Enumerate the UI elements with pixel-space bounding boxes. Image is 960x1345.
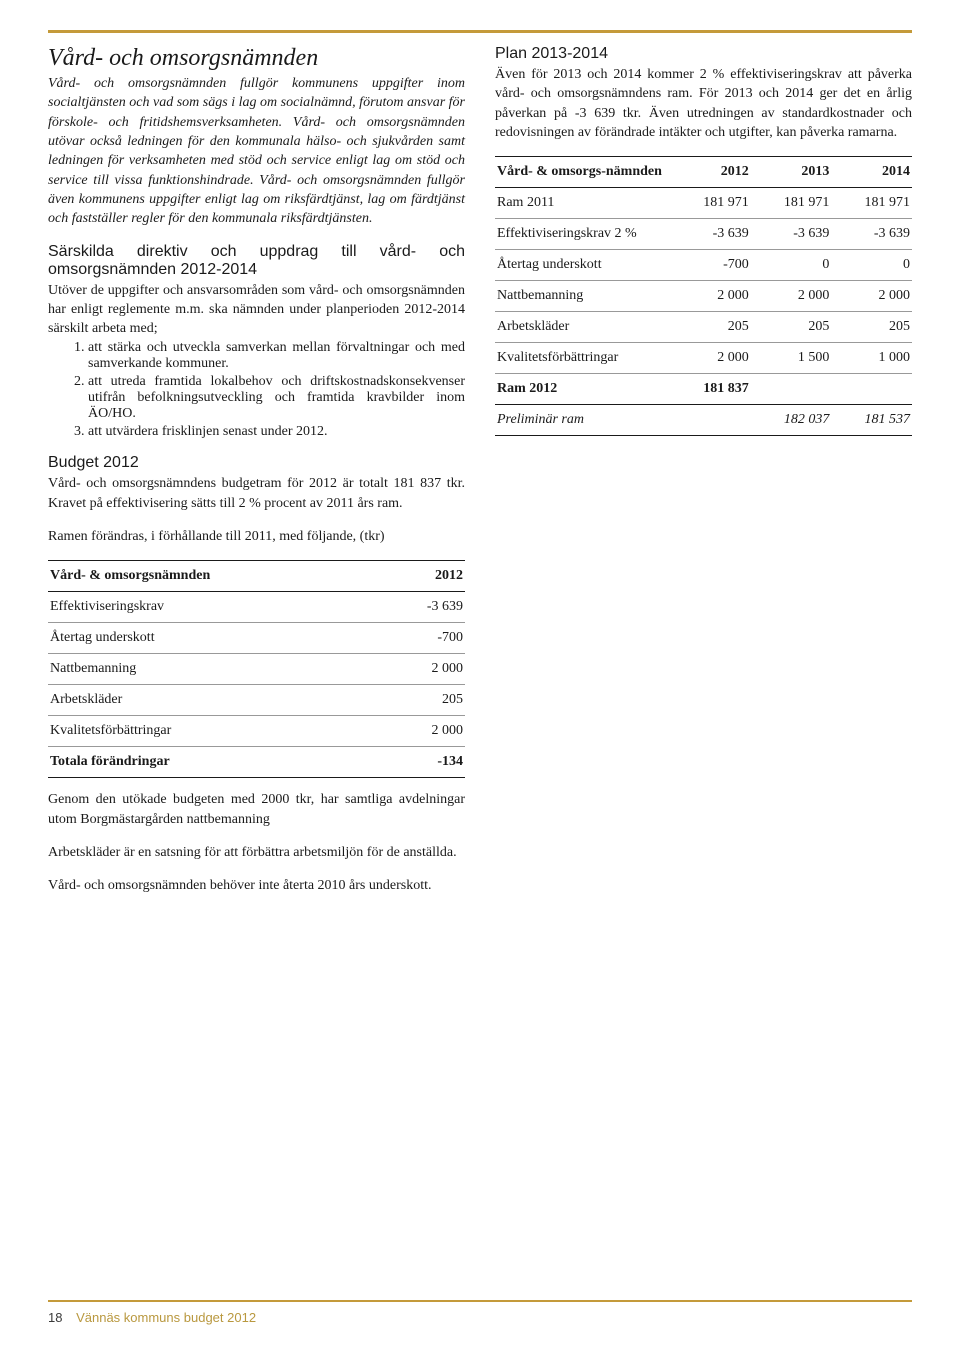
- row-value: 205: [831, 312, 912, 343]
- after-table-p3: Vård- och omsorgsnämnden behöver inte åt…: [48, 876, 465, 895]
- row-value: 1 500: [751, 343, 832, 374]
- plan-table: Vård- & omsorgs-nämnden 2012 2013 2014 R…: [495, 156, 912, 436]
- table-total-row: Totala förändringar-134: [48, 747, 465, 778]
- row-value: 2 000: [831, 281, 912, 312]
- row-value: 205: [670, 312, 751, 343]
- directives-body: Utöver de uppgifter och ansvarsområden s…: [48, 281, 465, 339]
- row-label: Nattbemanning: [48, 654, 383, 685]
- row-value: 205: [383, 685, 465, 716]
- row-value: 0: [831, 250, 912, 281]
- prelim-row: Preliminär ram 182 037 181 537: [495, 405, 912, 436]
- table-row: Kvalitetsförbättringar 2 000 1 500 1 000: [495, 343, 912, 374]
- row-label: Kvalitetsförbättringar: [495, 343, 670, 374]
- budget-body: Vård- och omsorgsnämndens budgetram för …: [48, 474, 465, 513]
- row-label: Kvalitetsförbättringar: [48, 716, 383, 747]
- row-label: Återtag underskott: [495, 250, 670, 281]
- table-row: Arbetskläder205: [48, 685, 465, 716]
- row-label: Effektiviseringskrav: [48, 592, 383, 623]
- row-label: Nattbemanning: [495, 281, 670, 312]
- list-item: att stärka och utveckla samverkan mellan…: [88, 340, 465, 372]
- row-value: 2 000: [383, 654, 465, 685]
- row-label: Ram 2012: [495, 374, 670, 405]
- table-header: 2012: [670, 157, 751, 188]
- table-header: 2013: [751, 157, 832, 188]
- row-value: 205: [751, 312, 832, 343]
- table-header: 2014: [831, 157, 912, 188]
- row-value: -3 639: [831, 219, 912, 250]
- page-title: Vård- och omsorgsnämnden: [48, 45, 465, 72]
- row-value: -3 639: [383, 592, 465, 623]
- after-table-p1: Genom den utökade budgeten med 2000 tkr,…: [48, 790, 465, 829]
- row-value: 0: [751, 250, 832, 281]
- plan-body: Även för 2013 och 2014 kommer 2 % effekt…: [495, 65, 912, 142]
- row-label: Arbetskläder: [48, 685, 383, 716]
- row-label: Ram 2011: [495, 188, 670, 219]
- footer-accent-rule: [48, 1300, 912, 1302]
- row-value: 181 971: [831, 188, 912, 219]
- budget-changes-table: Vård- & omsorgsnämnden 2012 Effektiviser…: [48, 560, 465, 778]
- table-row: Nattbemanning 2 000 2 000 2 000: [495, 281, 912, 312]
- row-value: [670, 405, 751, 436]
- row-value: -3 639: [670, 219, 751, 250]
- table-row: Arbetskläder 205 205 205: [495, 312, 912, 343]
- row-value: -700: [383, 623, 465, 654]
- row-label: Preliminär ram: [495, 405, 670, 436]
- table-header: Vård- & omsorgs-nämnden: [495, 157, 670, 188]
- table-row: Effektiviseringskrav-3 639: [48, 592, 465, 623]
- row-label: Arbetskläder: [495, 312, 670, 343]
- row-value: [831, 374, 912, 405]
- page-footer: 18 Vännäs kommuns budget 2012: [48, 1310, 912, 1325]
- table-row: Återtag underskott -700 0 0: [495, 250, 912, 281]
- row-value: 2 000: [751, 281, 832, 312]
- table-header: Vård- & omsorgsnämnden: [48, 561, 383, 592]
- row-value: -700: [670, 250, 751, 281]
- ram2012-row: Ram 2012 181 837: [495, 374, 912, 405]
- total-label: Totala förändringar: [48, 747, 383, 778]
- directives-heading: Särskilda direktiv och uppdrag till vård…: [48, 243, 465, 279]
- row-value: 181 837: [670, 374, 751, 405]
- row-value: 181 971: [751, 188, 832, 219]
- table-row: Effektiviseringskrav 2 % -3 639 -3 639 -…: [495, 219, 912, 250]
- row-value: 2 000: [670, 343, 751, 374]
- list-item: att utvärdera frisklinjen senast under 2…: [88, 424, 465, 440]
- row-label: Återtag underskott: [48, 623, 383, 654]
- table-header: 2012: [383, 561, 465, 592]
- ramen-body: Ramen förändras, i förhållande till 2011…: [48, 527, 465, 546]
- row-value: 2 000: [383, 716, 465, 747]
- row-value: 182 037: [751, 405, 832, 436]
- left-column: Vård- och omsorgsnämnden Vård- och omsor…: [48, 45, 465, 910]
- two-column-layout: Vård- och omsorgsnämnden Vård- och omsor…: [48, 45, 912, 910]
- list-item: att utreda framtida lokalbehov och drift…: [88, 374, 465, 422]
- intro-paragraph: Vård- och omsorgsnämnden fullgör kommune…: [48, 74, 465, 229]
- total-value: -134: [383, 747, 465, 778]
- table-row: Nattbemanning2 000: [48, 654, 465, 685]
- row-label: Effektiviseringskrav 2 %: [495, 219, 670, 250]
- directives-list: att stärka och utveckla samverkan mellan…: [48, 340, 465, 440]
- row-value: 1 000: [831, 343, 912, 374]
- row-value: -3 639: [751, 219, 832, 250]
- footer-title: Vännäs kommuns budget 2012: [76, 1310, 256, 1325]
- row-value: 2 000: [670, 281, 751, 312]
- after-table-p2: Arbetskläder är en satsning för att förb…: [48, 843, 465, 862]
- table-row: Återtag underskott-700: [48, 623, 465, 654]
- row-value: 181 537: [831, 405, 912, 436]
- table-row: Kvalitetsförbättringar2 000: [48, 716, 465, 747]
- top-accent-rule: [48, 30, 912, 33]
- page-number: 18: [48, 1310, 62, 1325]
- budget-heading: Budget 2012: [48, 454, 465, 472]
- plan-heading: Plan 2013-2014: [495, 45, 912, 63]
- right-column: Plan 2013-2014 Även för 2013 och 2014 ko…: [495, 45, 912, 910]
- row-value: 181 971: [670, 188, 751, 219]
- table-row: Ram 2011 181 971 181 971 181 971: [495, 188, 912, 219]
- row-value: [751, 374, 832, 405]
